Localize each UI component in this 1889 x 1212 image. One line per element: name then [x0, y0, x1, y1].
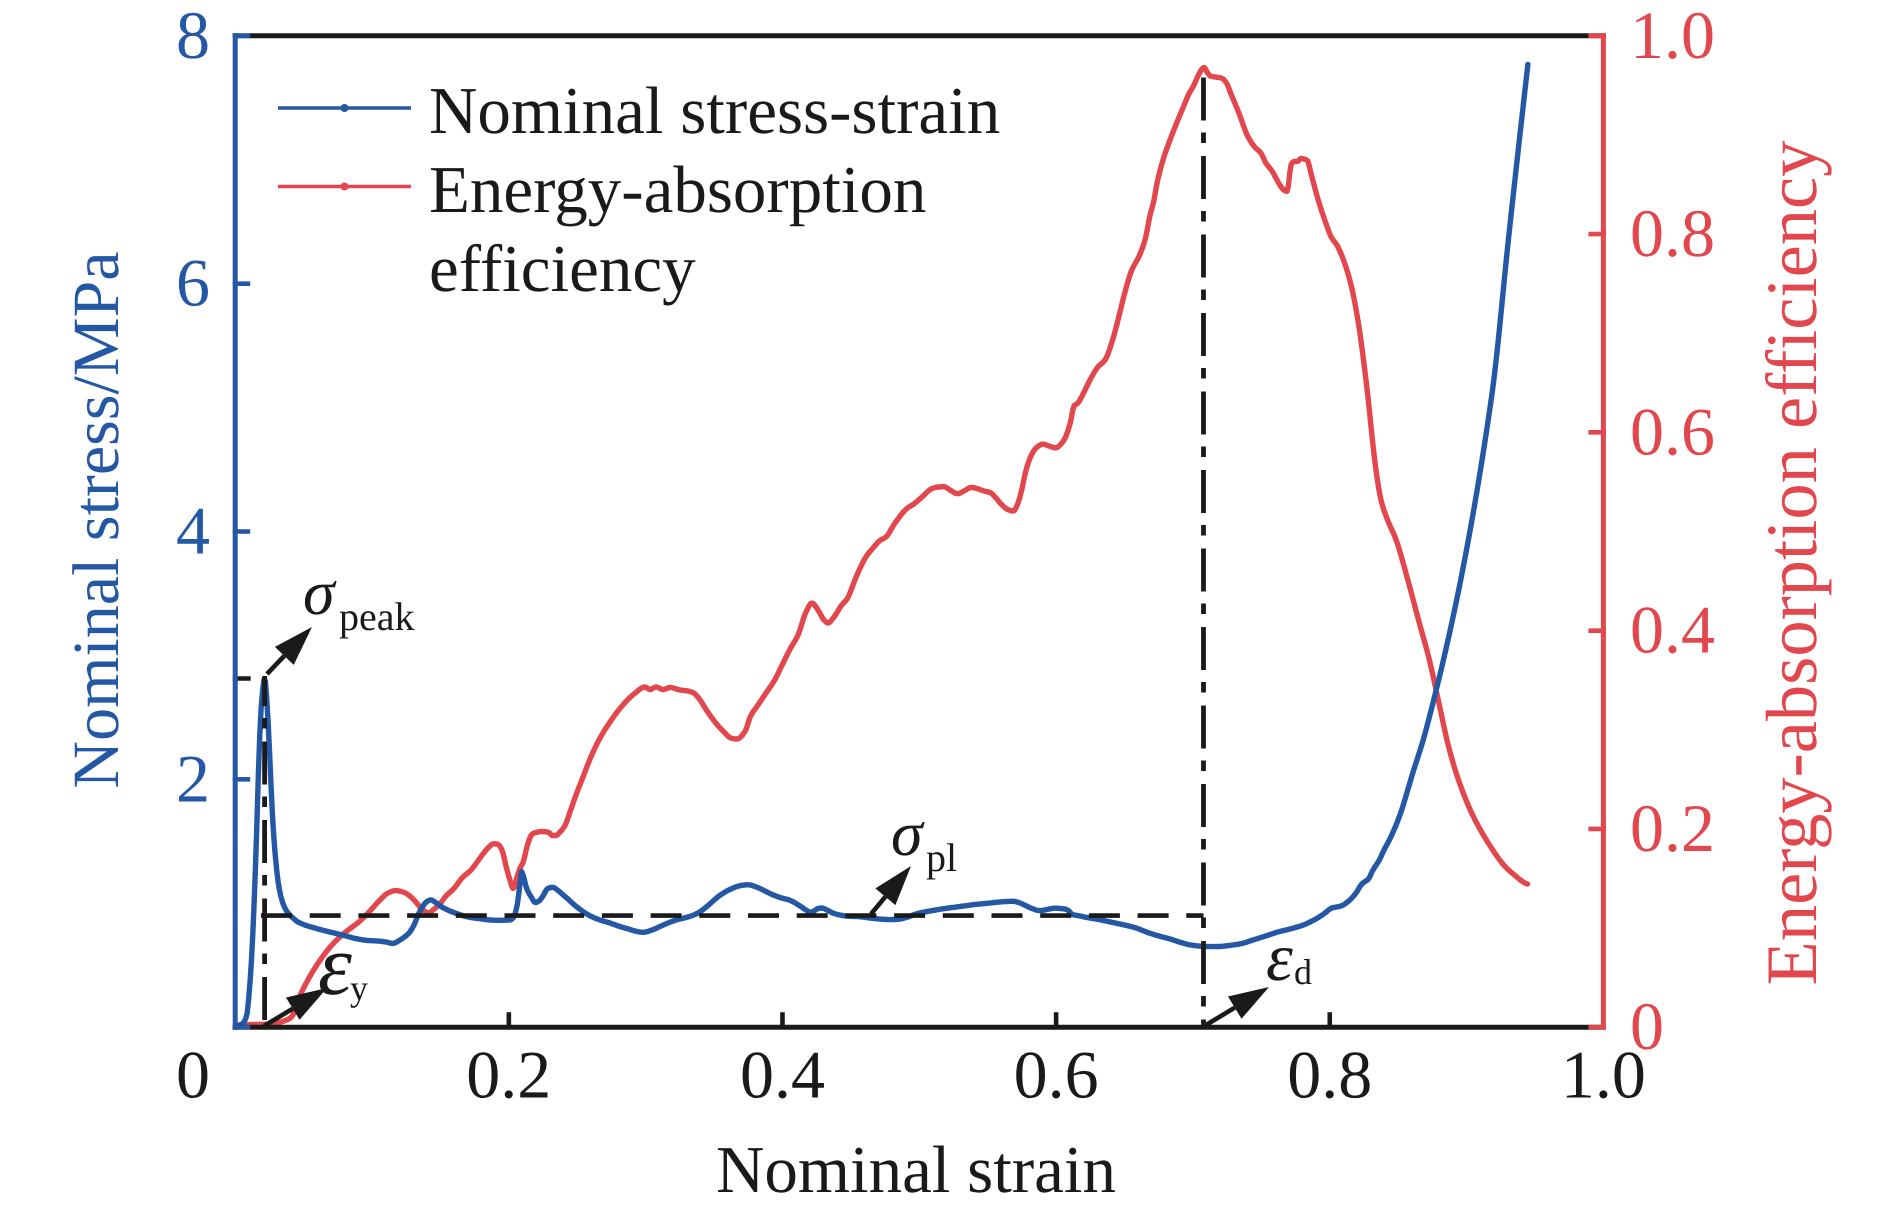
svg-text:4: 4	[176, 493, 210, 569]
svg-text:Energy-absorption efficiency: Energy-absorption efficiency	[1751, 141, 1832, 986]
svg-text:σ: σ	[891, 798, 925, 869]
svg-text:0.2: 0.2	[466, 1037, 551, 1113]
svg-text:0.4: 0.4	[740, 1037, 825, 1113]
svg-text:0.4: 0.4	[1630, 592, 1715, 668]
svg-text:0.2: 0.2	[1630, 790, 1715, 866]
svg-text:0.8: 0.8	[1287, 1037, 1372, 1113]
svg-text:peak: peak	[339, 594, 415, 639]
svg-text:6: 6	[176, 245, 210, 321]
svg-text:Nominal stress-strain: Nominal stress-strain	[429, 74, 1000, 148]
svg-text:1.0: 1.0	[1561, 1037, 1646, 1113]
svg-text:Energy-absorption: Energy-absorption	[429, 153, 926, 227]
svg-text:Nominal strain: Nominal strain	[716, 1133, 1116, 1207]
svg-text:0: 0	[176, 1037, 210, 1113]
svg-text:Nominal stress/MPa: Nominal stress/MPa	[60, 251, 133, 788]
svg-text:2: 2	[176, 740, 210, 816]
svg-text:0: 0	[1630, 988, 1664, 1064]
svg-text:0.6: 0.6	[1630, 393, 1715, 469]
svg-text:1.0: 1.0	[1630, 0, 1715, 73]
svg-text:d: d	[1294, 952, 1312, 992]
svg-text:pl: pl	[926, 835, 957, 880]
svg-text:0.6: 0.6	[1014, 1037, 1099, 1113]
svg-text:ε: ε	[1266, 919, 1293, 995]
svg-text:8: 8	[176, 0, 210, 73]
svg-text:efficiency: efficiency	[429, 232, 696, 306]
svg-text:y: y	[350, 968, 368, 1008]
svg-text:ε: ε	[318, 917, 352, 1013]
svg-text:0.8: 0.8	[1630, 195, 1715, 271]
svg-text:σ: σ	[303, 557, 337, 628]
